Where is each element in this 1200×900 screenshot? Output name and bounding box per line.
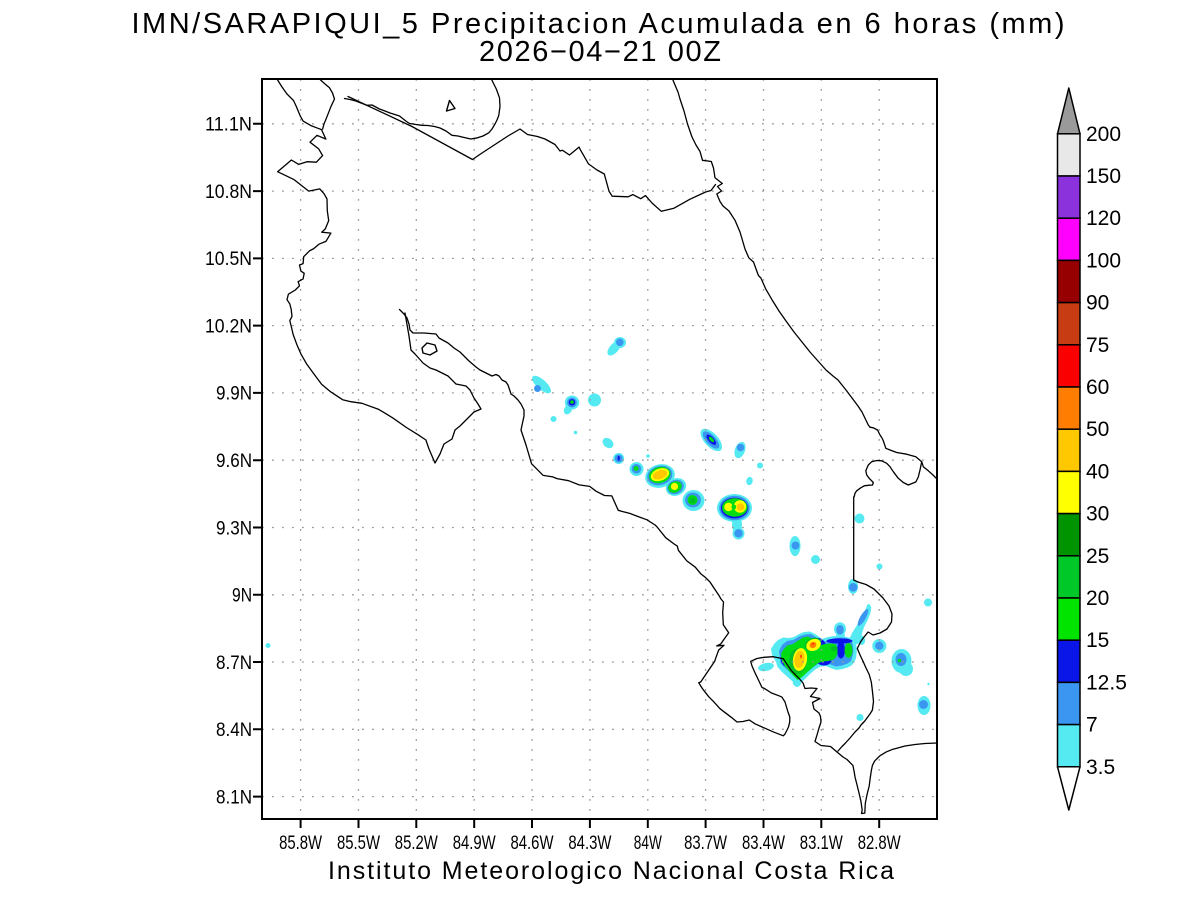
svg-text:40: 40 — [1086, 460, 1109, 483]
svg-text:50: 50 — [1086, 418, 1109, 441]
svg-text:75: 75 — [1086, 334, 1109, 357]
svg-text:85.2W: 85.2W — [395, 833, 438, 854]
svg-text:25: 25 — [1086, 545, 1109, 568]
svg-text:84.6W: 84.6W — [511, 833, 554, 854]
svg-text:150: 150 — [1086, 165, 1121, 188]
svg-text:60: 60 — [1086, 376, 1109, 399]
svg-text:8.7N: 8.7N — [216, 653, 252, 674]
svg-text:15: 15 — [1086, 629, 1109, 652]
svg-text:84W: 84W — [634, 833, 662, 854]
svg-text:11.1N: 11.1N — [205, 115, 252, 136]
svg-text:83.7W: 83.7W — [684, 833, 727, 854]
svg-text:9N: 9N — [232, 586, 252, 607]
svg-text:90: 90 — [1086, 292, 1109, 315]
svg-text:9.6N: 9.6N — [216, 451, 252, 472]
svg-text:Instituto Meteorologico Nacion: Instituto Meteorologico Nacional Costa R… — [328, 857, 894, 885]
svg-text:83.1W: 83.1W — [800, 833, 843, 854]
svg-text:200: 200 — [1086, 123, 1121, 146]
svg-text:30: 30 — [1086, 503, 1109, 526]
svg-text:120: 120 — [1086, 207, 1121, 230]
svg-text:85.8W: 85.8W — [279, 833, 322, 854]
svg-text:9.9N: 9.9N — [216, 384, 252, 405]
svg-text:82.8W: 82.8W — [858, 833, 901, 854]
svg-text:10.2N: 10.2N — [205, 316, 252, 337]
svg-text:85.5W: 85.5W — [337, 833, 380, 854]
svg-text:8.4N: 8.4N — [216, 720, 252, 741]
svg-text:12.5: 12.5 — [1086, 671, 1127, 694]
svg-text:2026−04−21 00Z: 2026−04−21 00Z — [479, 36, 721, 68]
svg-text:3.5: 3.5 — [1086, 756, 1115, 779]
svg-text:IMN/SARAPIQUI_5 Precipitacion: IMN/SARAPIQUI_5 Precipitacion Acumulada … — [132, 8, 1065, 40]
svg-text:9.3N: 9.3N — [216, 518, 252, 539]
svg-text:7: 7 — [1086, 714, 1098, 737]
svg-text:84.3W: 84.3W — [568, 833, 611, 854]
svg-text:8.1N: 8.1N — [216, 787, 252, 808]
svg-text:10.5N: 10.5N — [205, 249, 252, 270]
svg-text:100: 100 — [1086, 249, 1121, 272]
svg-text:83.4W: 83.4W — [742, 833, 785, 854]
svg-text:84.9W: 84.9W — [453, 833, 496, 854]
svg-text:20: 20 — [1086, 587, 1109, 610]
svg-text:10.8N: 10.8N — [205, 182, 252, 203]
